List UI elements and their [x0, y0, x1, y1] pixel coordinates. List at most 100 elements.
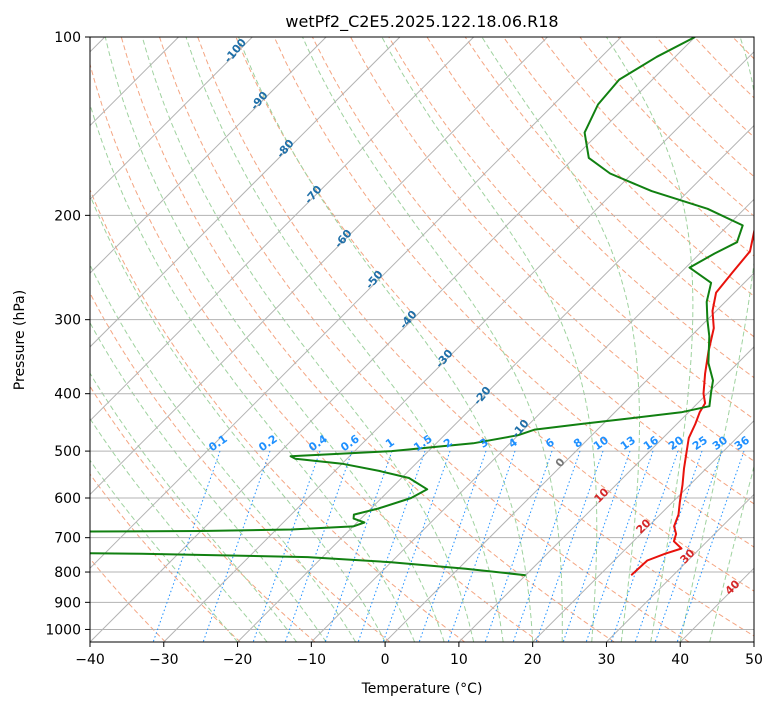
isotherm: [310, 198, 754, 642]
mixing-ratio-label: 16: [641, 433, 661, 453]
dry-adiabat: [388, 37, 754, 420]
dry-adiabat-label: -70: [302, 183, 325, 207]
dry-adiabat: [90, 188, 465, 642]
dry-adiabat-label: -100: [221, 36, 249, 66]
mixing-ratio-label: 10: [591, 433, 611, 453]
x-axis-label: Temperature (°C): [361, 681, 483, 697]
isotherm: [90, 37, 622, 569]
moist-adiabat: [185, 37, 504, 642]
dry-adiabat: [120, 37, 615, 642]
dry-adiabat: [464, 37, 754, 338]
x-tick-label: 50: [745, 652, 763, 668]
y-tick-label: 800: [54, 565, 81, 581]
line-labels: 0.1 0.2 0.4 0.6 1 1.5 2 3 4 6 8 10 13 16 20 25 30 36-100-…: [206, 36, 752, 598]
moist-adiabat: [141, 37, 475, 642]
mixing-ratio-line: [512, 450, 581, 642]
isotherm: [90, 37, 401, 348]
y-tick-label: 900: [54, 595, 81, 611]
moist-adiabat-label: 40: [723, 577, 743, 597]
moist-adiabat: [679, 37, 754, 642]
moist-adiabat: [90, 263, 357, 642]
x-tick-label: 30: [598, 652, 616, 668]
mixing-ratio-line: [676, 450, 745, 642]
mixing-ratio-label: 30: [710, 433, 730, 453]
isotherm: [90, 37, 475, 422]
mixing-ratio-line: [382, 450, 451, 642]
x-tick-label: −10: [297, 652, 327, 668]
isotherm: [90, 37, 696, 642]
dry-adiabat: [90, 473, 241, 642]
x-tick-label: 40: [671, 652, 689, 668]
y-tick-label: 1000: [45, 622, 81, 638]
background-lines: [90, 37, 754, 642]
moist-adiabat: [90, 193, 386, 642]
mixing-ratio-label: 2: [441, 436, 455, 451]
isotherm: [606, 493, 754, 642]
mixing-ratio-label: 6: [543, 436, 557, 451]
moist-adiabat: [104, 37, 445, 642]
moist-adiabat: [90, 459, 238, 642]
mixing-ratio-line: [252, 450, 321, 642]
mixing-ratio-line: [357, 450, 426, 642]
dry-adiabat-label: -20: [471, 384, 494, 408]
isotherm: [679, 567, 754, 642]
moist-adiabat: [90, 321, 327, 642]
moist-adiabat: [709, 464, 754, 642]
isotherm: [90, 37, 548, 496]
mixing-ratio-line: [654, 450, 723, 642]
dry-adiabat-label: -30: [433, 347, 456, 371]
mixing-ratio-line: [202, 450, 271, 642]
moist-adiabat: [238, 37, 534, 642]
isotherm: [458, 346, 754, 642]
mixing-ratio-line: [610, 450, 679, 642]
moist-adiabat: [90, 417, 268, 642]
dry-adiabat: [694, 37, 754, 99]
x-tick-label: −20: [223, 652, 253, 668]
mixing-ratio-line: [152, 450, 221, 642]
dry-adiabat-label: -90: [248, 89, 271, 113]
profiles: [90, 37, 754, 577]
mixing-ratio-line: [284, 450, 353, 642]
x-tick-label: 10: [450, 652, 468, 668]
y-tick-label: 100: [54, 30, 81, 46]
isotherm: [532, 419, 754, 642]
moist-adiabat-label: 10: [592, 485, 612, 505]
dry-adiabat-label: -60: [332, 227, 355, 251]
mixing-ratio-line: [562, 450, 631, 642]
moist-adiabat: [381, 37, 598, 642]
mixing-ratio-line: [585, 450, 654, 642]
dry-adiabat: [273, 37, 754, 548]
dewpoint-line: [90, 37, 744, 577]
mixing-ratio-line: [634, 450, 703, 642]
plot-frame: [89, 36, 755, 643]
moist-adiabat: [481, 37, 640, 642]
mixing-ratio-line: [418, 450, 487, 642]
moist-adiabat: [605, 37, 694, 642]
x-tick-label: −30: [149, 652, 179, 668]
y-tick-label: 200: [54, 208, 81, 224]
isotherm: [237, 124, 754, 642]
dry-adiabat: [426, 37, 754, 379]
mixing-ratio-line: [447, 450, 516, 642]
dry-adiabat: [235, 37, 754, 592]
x-tick-label: 0: [381, 652, 390, 668]
y-axis: 100 200 300 400 500 600 700 800 900 1000: [45, 30, 90, 638]
dry-adiabat: [197, 37, 754, 637]
dry-adiabat: [90, 292, 391, 642]
isotherm: [90, 37, 253, 201]
chart-title: wetPf2_C2E5.2025.122.18.06.R18: [285, 12, 558, 32]
y-tick-label: 400: [54, 387, 81, 403]
isotherm: [163, 51, 754, 642]
dry-adiabat-label: -80: [274, 137, 297, 161]
mixing-ratio-label: 36: [732, 433, 752, 453]
dry-adiabat: [311, 37, 754, 505]
mixing-ratio-line: [535, 450, 604, 642]
dry-adiabat: [350, 37, 754, 462]
y-tick-label: 300: [54, 313, 81, 329]
mixing-ratio-label: 1: [383, 436, 397, 451]
temperature-line: [630, 227, 754, 576]
y-tick-label: 500: [54, 444, 81, 460]
x-axis: −40 −30 −20 −10 0 10 20 30 40 50: [75, 642, 763, 668]
isotherm: [90, 37, 327, 274]
mixing-ratio-line: [484, 450, 553, 642]
